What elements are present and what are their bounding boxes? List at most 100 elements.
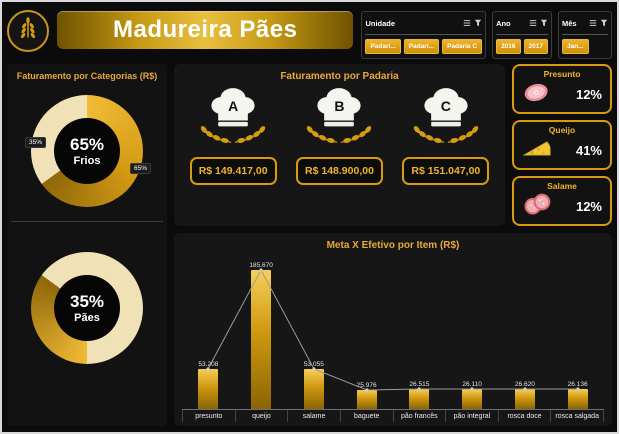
slicer-button-padaria-a[interactable]: Padari... bbox=[365, 39, 401, 54]
slicer-mes-header: Mês bbox=[562, 14, 608, 35]
wheat-icon bbox=[15, 16, 41, 47]
padaria-title: Faturamento por Padaria bbox=[280, 71, 399, 82]
slicer-button-2017[interactable]: 2017 bbox=[523, 39, 548, 54]
multiselect-icon[interactable] bbox=[463, 14, 471, 32]
bar-column: 26.110 bbox=[446, 381, 499, 409]
slicer-unidade-title: Unidade bbox=[365, 18, 396, 28]
bar bbox=[409, 389, 430, 409]
slicer-ano-header: Ano bbox=[496, 14, 548, 35]
x-axis-label: queijo bbox=[236, 410, 289, 422]
multiselect-icon[interactable] bbox=[529, 14, 537, 32]
padaria-item-b: B R$ 148.900,00 bbox=[296, 86, 383, 220]
bar bbox=[198, 369, 219, 409]
wheat-laurel-icon bbox=[407, 126, 485, 150]
chef-hat-icon: C bbox=[419, 86, 473, 128]
slice-label-65: 65% bbox=[129, 163, 151, 174]
slicer-ano-buttons: 2016 2017 bbox=[496, 39, 548, 54]
product-card-presunto: Presunto 12% bbox=[512, 64, 612, 114]
product-percent: 12% bbox=[575, 199, 602, 214]
product-name: Queijo bbox=[548, 125, 576, 135]
multiselect-icon[interactable] bbox=[589, 14, 597, 32]
slicer-group: Unidade Padari... Padari... Padaria C An… bbox=[361, 11, 612, 59]
x-axis: presunto queijo salame baguete pão franc… bbox=[182, 409, 604, 422]
product-name: Presunto bbox=[543, 69, 581, 79]
padaria-item-c: C R$ 151.047,00 bbox=[402, 86, 490, 220]
bar-column: 53.208 bbox=[182, 361, 235, 409]
main-column: Faturamento por Padaria A R$ 149.417,00 bbox=[174, 64, 612, 426]
logo bbox=[7, 10, 49, 52]
x-axis-label: salame bbox=[288, 410, 341, 422]
bar-column: 26.620 bbox=[499, 381, 552, 409]
categorias-panel: Faturamento por Categorias (R$) 65% Frio… bbox=[7, 64, 167, 426]
chef-hat-icon: B bbox=[312, 86, 366, 128]
bar-value-label: 26.620 bbox=[514, 381, 535, 388]
donut-center-paes: 35% Pães bbox=[54, 275, 120, 341]
page-title: Madureira Pães bbox=[113, 16, 298, 43]
wheat-laurel-icon bbox=[300, 126, 378, 150]
padaria-items: A R$ 149.417,00 B bbox=[180, 86, 499, 220]
bar-value-label: 53.055 bbox=[303, 361, 324, 368]
header: Madureira Pães Unidade Padari... Padari.… bbox=[7, 8, 612, 60]
padaria-value: R$ 151.047,00 bbox=[402, 157, 490, 185]
bar-value-label: 26.515 bbox=[409, 381, 430, 388]
clear-filter-icon[interactable] bbox=[540, 14, 548, 32]
bar-value-label: 25.976 bbox=[356, 382, 377, 389]
donut-chart-frios: 65% Frios 35% 65% bbox=[25, 95, 151, 207]
padaria-item-a: A R$ 149.417,00 bbox=[189, 86, 277, 220]
product-cards: Presunto 12% Queijo bbox=[512, 64, 612, 226]
donut-center-label: Pães bbox=[74, 312, 100, 324]
slicer-unidade-header: Unidade bbox=[365, 14, 483, 35]
slicer-mes-buttons: Jan... bbox=[562, 39, 608, 54]
clear-filter-icon[interactable] bbox=[600, 14, 608, 32]
product-row: 41% bbox=[519, 135, 605, 166]
title-banner: Madureira Pães bbox=[57, 11, 354, 49]
slicer-button-padaria-b[interactable]: Padari... bbox=[403, 39, 440, 54]
bar bbox=[251, 270, 272, 409]
bar-column: 53.055 bbox=[288, 361, 341, 409]
product-name: Salame bbox=[547, 181, 577, 191]
bar-chart-title: Meta X Efetivo por Item (R$) bbox=[326, 240, 460, 251]
slicer-button-jan[interactable]: Jan... bbox=[562, 39, 589, 54]
x-axis-label: rosca doce bbox=[499, 410, 552, 422]
bar-column: 26.136 bbox=[551, 381, 604, 409]
bar bbox=[567, 389, 588, 409]
panel-divider bbox=[11, 221, 163, 222]
donut-chart-paes: 35% Pães bbox=[31, 252, 143, 364]
bar bbox=[462, 389, 483, 409]
bar bbox=[514, 389, 535, 409]
dashboard-body: Faturamento por Categorias (R$) 65% Frio… bbox=[7, 64, 612, 426]
x-axis-label: pão integral bbox=[446, 410, 499, 422]
bar-column: 26.515 bbox=[393, 381, 446, 409]
slicer-button-padaria-c[interactable]: Padaria C bbox=[442, 39, 483, 54]
salami-icon bbox=[522, 192, 552, 222]
donut-center-value: 65% bbox=[69, 135, 105, 154]
slicer-mes: Mês Jan... bbox=[558, 11, 612, 59]
padaria-letter: A bbox=[228, 98, 239, 114]
slicer-unidade-buttons: Padari... Padari... Padaria C bbox=[365, 39, 483, 54]
product-row: 12% bbox=[519, 79, 605, 110]
donut-center-value: 35% bbox=[69, 292, 105, 311]
product-percent: 12% bbox=[575, 87, 602, 102]
x-axis-label: pão francês bbox=[394, 410, 447, 422]
meta-efetivo-panel: Meta X Efetivo por Item (R$) 53.208 185.… bbox=[174, 233, 612, 426]
donut-center-frios: 65% Frios bbox=[54, 118, 120, 184]
product-card-queijo: Queijo 41% bbox=[512, 120, 612, 170]
padaria-value: R$ 149.417,00 bbox=[189, 157, 277, 185]
padaria-panel: Faturamento por Padaria A R$ 149.417,00 bbox=[174, 64, 505, 226]
padaria-value: R$ 148.900,00 bbox=[296, 157, 383, 185]
categorias-title: Faturamento por Categorias (R$) bbox=[16, 71, 158, 81]
donut-center-label: Frios bbox=[73, 155, 101, 167]
x-axis-label: rosca salgada bbox=[551, 410, 604, 422]
bar-value-label: 26.136 bbox=[567, 381, 588, 388]
wheat-laurel-icon bbox=[194, 126, 272, 150]
x-axis-label: presunto bbox=[182, 410, 236, 422]
slicer-button-2016[interactable]: 2016 bbox=[496, 39, 521, 54]
bar bbox=[356, 390, 377, 409]
slice-label-35: 35% bbox=[25, 137, 47, 148]
slicer-unidade: Unidade Padari... Padari... Padaria C bbox=[361, 11, 487, 59]
slicer-ano: Ano 2016 2017 bbox=[492, 11, 552, 59]
ham-icon bbox=[522, 80, 552, 110]
bar-value-label: 53.208 bbox=[198, 361, 219, 368]
x-axis-label: baguete bbox=[341, 410, 394, 422]
clear-filter-icon[interactable] bbox=[474, 14, 482, 32]
